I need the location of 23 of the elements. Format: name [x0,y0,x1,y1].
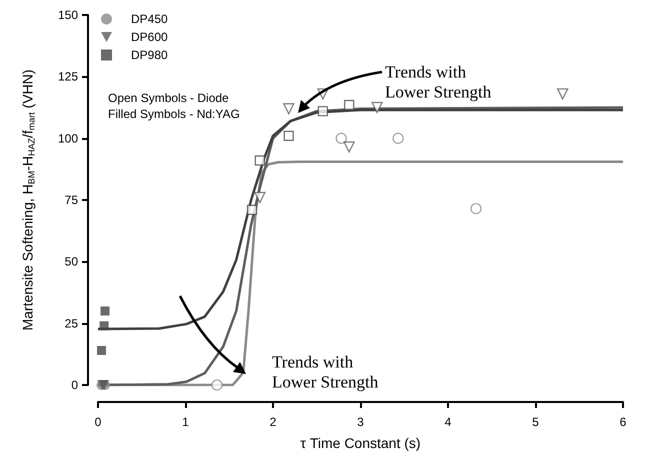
annotation: Trends with Lower Strength [272,352,379,392]
x-tick-label: 3 [357,415,364,429]
annotation: Filled Symbols - Nd:YAG [108,107,240,121]
y-tick-label: 25 [64,316,78,330]
legend-label: DP600 [131,30,168,44]
y-axis-title: Martensite Softening, HBM-HHAZ/fmart (VHN) [20,69,36,331]
x-tick-label: 0 [94,415,102,429]
y-tick-label: 125 [58,70,78,84]
y-tick-label: 75 [64,193,78,207]
x-tick-label: 4 [444,415,452,429]
y-tick-label: 0 [71,378,78,392]
annotation: Trends with Lower Strength [385,62,492,102]
x-tick-label: 5 [532,415,540,429]
x-axis-title: τ Time Constant (s) [300,435,421,451]
y-tick-label: 150 [58,8,78,22]
y-tick-label: 50 [64,254,78,269]
x-tick-label: 2 [270,415,277,429]
y-tick-label: 100 [58,131,78,146]
legend-label: DP450 [131,12,168,26]
x-tick-label: 6 [620,415,627,429]
legend-label: DP980 [131,48,168,62]
annotation: Open Symbols - Diode [108,91,230,105]
x-tick-label: 1 [182,415,190,429]
